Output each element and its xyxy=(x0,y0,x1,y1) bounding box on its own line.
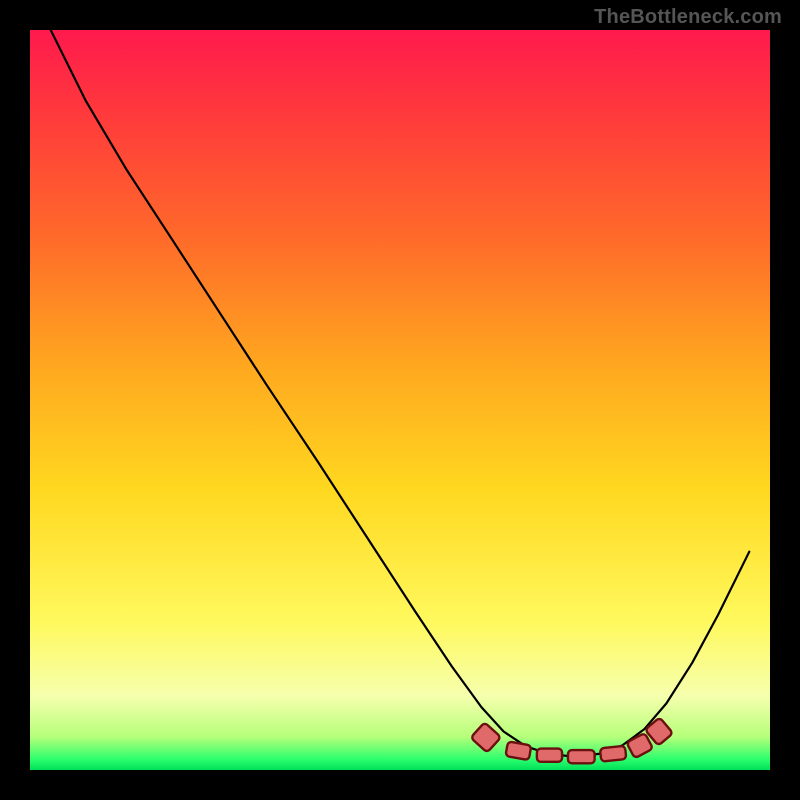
plot-area xyxy=(30,30,770,770)
trough-marker xyxy=(568,750,595,763)
curve-layer xyxy=(30,30,770,770)
trough-marker xyxy=(471,722,501,752)
chart-container: TheBottleneck.com xyxy=(0,0,800,800)
trough-marker xyxy=(600,746,626,762)
watermark-text: TheBottleneck.com xyxy=(594,6,782,29)
bottleneck-curve xyxy=(51,30,750,757)
trough-marker xyxy=(505,741,531,760)
trough-marker xyxy=(537,749,562,762)
trough-marker xyxy=(626,733,653,758)
